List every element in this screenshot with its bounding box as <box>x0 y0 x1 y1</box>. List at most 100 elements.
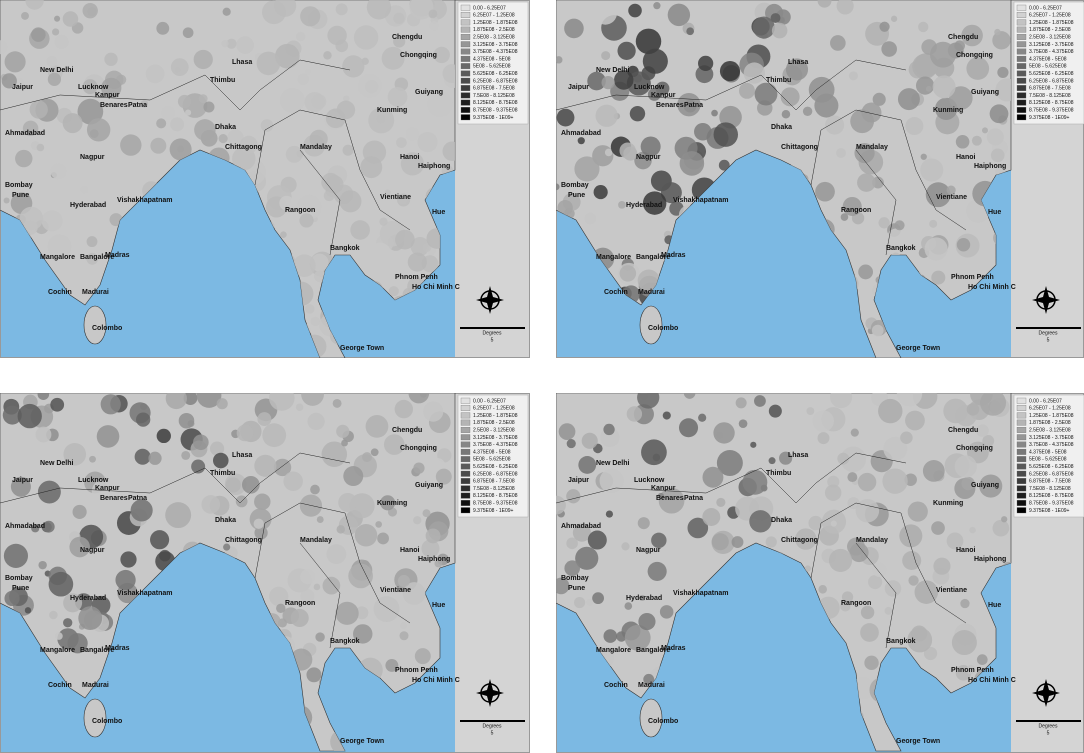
border <box>855 149 897 256</box>
density-patch <box>48 571 74 597</box>
city-label: Chittagong <box>781 537 818 544</box>
city-label: Mandalay <box>300 537 332 544</box>
density-patch <box>19 206 44 231</box>
density-patch <box>104 52 118 66</box>
density-patch <box>241 475 260 494</box>
legend-label: 5.625E08 - 6.25E08 <box>1029 464 1074 470</box>
density-patch <box>299 213 314 228</box>
density-patch <box>405 127 420 141</box>
density-patch <box>91 479 116 504</box>
density-patch <box>130 499 153 522</box>
legend-swatch <box>460 34 471 40</box>
density-patch <box>817 0 832 8</box>
city-label: Madurai <box>82 682 109 689</box>
density-patch <box>181 450 191 460</box>
city-label: Chongqing <box>400 52 437 59</box>
density-patch <box>683 393 696 399</box>
density-patch <box>1 73 17 89</box>
city-label: Patna <box>684 102 703 109</box>
scale-value: 5 <box>491 337 494 343</box>
city-label: Pune <box>12 192 29 199</box>
density-patch <box>14 78 25 88</box>
city-label: Jaipur <box>568 84 589 91</box>
border <box>299 542 341 649</box>
density-patch <box>686 27 695 36</box>
legend-swatch <box>460 485 471 492</box>
density-patch <box>393 35 406 48</box>
density-patch <box>4 51 26 73</box>
city-label: Chongqing <box>956 52 993 59</box>
density-patch <box>884 580 902 597</box>
density-patch <box>587 530 607 550</box>
legend-label: 0.00 - 6.25E07 <box>1029 5 1062 11</box>
density-patch <box>47 72 62 86</box>
density-patch <box>954 455 977 478</box>
border <box>810 502 902 579</box>
density-patch <box>556 108 575 127</box>
density-patch <box>365 415 389 438</box>
legend-label: 1.25E08 - 1.875E08 <box>473 413 518 419</box>
city-label: Kanpur <box>95 485 120 492</box>
legend-swatch <box>1016 34 1027 40</box>
density-patch <box>574 596 586 609</box>
legend-swatch <box>1016 63 1027 70</box>
density-patch <box>965 664 976 675</box>
density-patch <box>818 585 827 594</box>
density-patch <box>603 423 615 436</box>
border <box>900 119 967 231</box>
density-patch <box>587 71 606 91</box>
density-patch <box>31 27 46 42</box>
density-patch <box>754 82 778 106</box>
city-label: George Town <box>340 345 384 352</box>
density-patch <box>955 134 970 149</box>
density-patch <box>907 501 928 522</box>
legend-swatch <box>1016 48 1027 55</box>
density-patch <box>182 27 194 39</box>
city-label: Mandalay <box>856 537 888 544</box>
density-patch <box>239 135 258 154</box>
density-patch <box>380 495 396 511</box>
legend-label: 1.875E08 - 2.5E08 <box>473 27 515 33</box>
density-patch <box>872 562 887 578</box>
density-patch <box>342 55 365 78</box>
density-patch <box>578 456 597 474</box>
density-patch <box>82 79 98 95</box>
density-patch <box>836 148 846 158</box>
legend-swatch <box>1016 19 1027 26</box>
legend-label: 8.75E08 - 9.375E08 <box>1029 108 1074 114</box>
density-patch <box>311 94 327 109</box>
density-patch <box>304 68 311 75</box>
density-patch <box>89 455 96 463</box>
city-label: Phnom Penh <box>951 274 994 281</box>
density-patch <box>49 610 58 620</box>
city-label: Hue <box>432 602 445 609</box>
scale-value: 5 <box>1047 730 1050 736</box>
density-patch <box>768 457 776 465</box>
scale-label: Degrees <box>483 723 502 729</box>
density-patch <box>566 439 576 449</box>
border <box>299 149 341 256</box>
density-patch <box>961 24 983 47</box>
density-patch <box>857 472 877 492</box>
city-label: Chengdu <box>948 34 978 41</box>
density-patch <box>860 623 879 642</box>
density-patch <box>357 73 382 98</box>
city-label: Mangalore <box>40 647 75 654</box>
legend-swatch <box>1016 456 1027 463</box>
legend-label: 3.75E08 - 4.375E08 <box>1029 442 1074 448</box>
density-patch <box>353 25 379 50</box>
density-patch <box>735 397 747 409</box>
legend-swatch <box>1016 448 1027 455</box>
legend-swatch <box>1016 107 1027 113</box>
density-patch <box>780 87 800 107</box>
density-patch <box>624 602 633 610</box>
compass-star <box>1032 679 1060 707</box>
density-patch <box>912 53 938 80</box>
city-label: Bombay <box>5 182 33 189</box>
density-patch <box>295 403 304 411</box>
density-patch <box>713 122 739 147</box>
city-label: Vishakhapatnam <box>673 590 729 597</box>
density-patch <box>914 580 939 604</box>
city-label: Phnom Penh <box>395 667 438 674</box>
legend-swatch <box>460 63 471 70</box>
